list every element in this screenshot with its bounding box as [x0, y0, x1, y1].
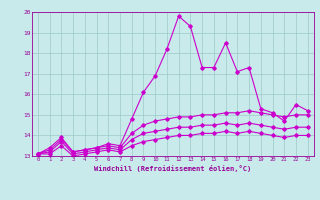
X-axis label: Windchill (Refroidissement éolien,°C): Windchill (Refroidissement éolien,°C) [94, 165, 252, 172]
